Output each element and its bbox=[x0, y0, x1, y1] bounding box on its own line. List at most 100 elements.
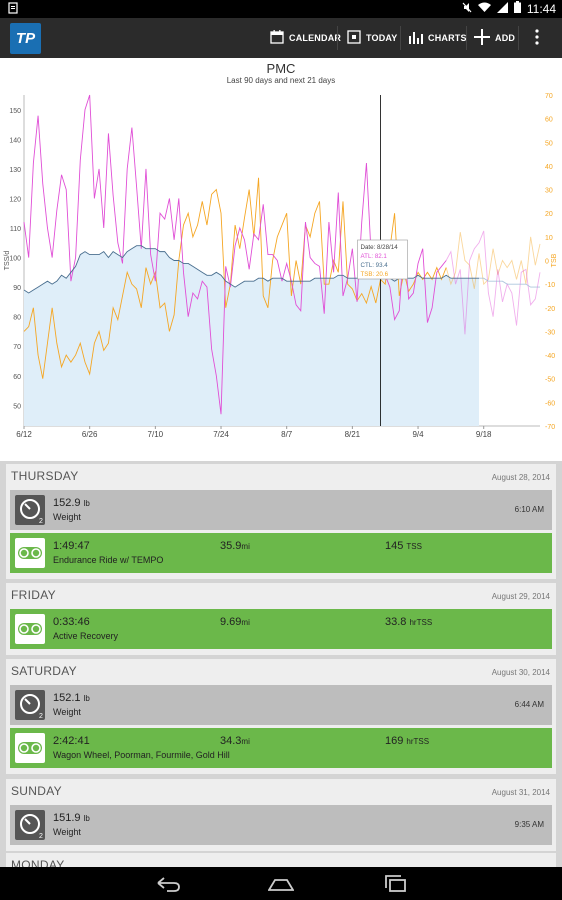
wifi-icon bbox=[477, 2, 491, 16]
y-left-tick-label: 120 bbox=[9, 196, 21, 203]
distance-unit: mi bbox=[241, 542, 250, 551]
overflow-menu-button[interactable] bbox=[535, 18, 539, 58]
day-header[interactable]: SUNDAY August 31, 2014 bbox=[6, 779, 556, 805]
divider bbox=[466, 26, 467, 50]
metric-item[interactable]: 2 151.9 lb Weight 9:35 AM bbox=[10, 805, 552, 845]
more-vert-icon bbox=[535, 29, 539, 47]
y-left-tick-label: 130 bbox=[9, 167, 21, 174]
tss-unit: hrTSS bbox=[409, 618, 433, 627]
chart-tooltip: Date: 8/28/14 ATL: 82.1 CTL: 93.4 TSB: 20.6 bbox=[357, 239, 408, 280]
metric-value: 152.1 bbox=[53, 692, 81, 704]
y-right-axis-title: TSB bbox=[551, 253, 558, 267]
bike-icon bbox=[15, 538, 45, 568]
x-tick-label: 9/18 bbox=[476, 430, 492, 439]
day-header[interactable]: FRIDAY August 29, 2014 bbox=[6, 583, 556, 609]
workout-list[interactable]: THURSDAY August 28, 2014 2 152.9 lb Weigh… bbox=[0, 461, 562, 867]
y-right-tick-label: 30 bbox=[545, 188, 553, 195]
scale-icon: 2 bbox=[15, 810, 45, 840]
bar-chart-icon bbox=[408, 30, 423, 46]
mute-icon bbox=[462, 2, 472, 16]
day-name: THURSDAY bbox=[11, 469, 79, 483]
app-logo[interactable]: TP bbox=[10, 23, 41, 54]
x-tick-label: 7/24 bbox=[213, 430, 229, 439]
metric-time: 6:10 AM bbox=[514, 505, 544, 514]
day-section: FRIDAY August 29, 2014 0:33:46 9.69mi 33.… bbox=[6, 583, 556, 655]
day-section: SATURDAY August 30, 2014 2 152.1 lb Weigh… bbox=[6, 659, 556, 774]
recents-icon bbox=[385, 875, 406, 892]
metric-item[interactable]: 2 152.9 lb Weight 6:10 AM bbox=[10, 490, 552, 530]
workout-distance: 9.69 bbox=[220, 616, 242, 628]
y-right-tick-label: -50 bbox=[545, 377, 555, 384]
metric-unit: lb bbox=[83, 499, 90, 508]
metric-time: 9:35 AM bbox=[514, 820, 544, 829]
metric-unit: lb bbox=[83, 814, 90, 823]
tss-unit: hrTSS bbox=[406, 737, 430, 746]
add-button[interactable]: ADD bbox=[474, 18, 515, 58]
day-section: THURSDAY August 28, 2014 2 152.9 lb Weigh… bbox=[6, 464, 556, 579]
metric-time: 6:44 AM bbox=[514, 700, 544, 709]
signal-icon bbox=[496, 1, 508, 16]
y-right-tick-label: -10 bbox=[545, 282, 555, 289]
ctl-line-projected bbox=[479, 277, 540, 288]
notification-icon bbox=[8, 2, 18, 17]
calendar-button[interactable]: CALENDAR bbox=[270, 18, 341, 58]
bike-icon bbox=[15, 614, 45, 644]
day-header[interactable]: THURSDAY August 28, 2014 bbox=[6, 464, 556, 490]
y-left-tick-label: 90 bbox=[13, 285, 21, 292]
y-right-tick-label: -30 bbox=[545, 329, 555, 336]
y-right-tick-label: 10 bbox=[545, 235, 553, 242]
workout-duration: 1:49:47 bbox=[53, 540, 90, 552]
pmc-chart-panel[interactable]: PMC Last 90 days and next 21 days 150 140… bbox=[0, 58, 562, 515]
workout-title: Endurance Ride w/ TEMPO bbox=[53, 555, 164, 565]
y-right-tick-label: 60 bbox=[545, 117, 553, 124]
svg-text:2: 2 bbox=[39, 518, 43, 525]
workout-item[interactable]: 0:33:46 9.69mi 33.8 hrTSS Active Recover… bbox=[10, 609, 552, 649]
workout-item[interactable]: 1:49:47 35.9mi 145 TSS Endurance Ride w/… bbox=[10, 533, 552, 573]
divider bbox=[518, 26, 519, 50]
home-button[interactable] bbox=[267, 874, 295, 894]
y-right-tick-label: 40 bbox=[545, 164, 553, 171]
workout-item[interactable]: 2:42:41 34.3mi 169 hrTSS Wagon Wheel, Po… bbox=[10, 728, 552, 768]
pmc-chart[interactable]: 1501401301201101009080706050706050403020… bbox=[0, 88, 562, 502]
today-button[interactable]: TODAY bbox=[347, 18, 398, 58]
metric-label: Weight bbox=[53, 707, 81, 717]
tsb-line-projected bbox=[445, 232, 541, 289]
workout-distance: 35.9 bbox=[220, 540, 242, 552]
action-bar: TP CALENDAR TODAY CHARTS ADD bbox=[0, 18, 562, 58]
day-section: MONDAY bbox=[6, 853, 556, 867]
chart-title: PMC bbox=[266, 61, 296, 76]
metric-value: 152.9 bbox=[53, 497, 81, 509]
y-right-tick-label: -70 bbox=[545, 424, 555, 431]
x-tick-label: 6/26 bbox=[82, 430, 98, 439]
y-right-tick-label: 0 bbox=[545, 259, 549, 266]
y-right-tick-label: -40 bbox=[545, 353, 555, 360]
scale-icon: 2 bbox=[15, 495, 45, 525]
x-tick-label: 8/7 bbox=[281, 430, 293, 439]
day-header[interactable]: SATURDAY August 30, 2014 bbox=[6, 659, 556, 685]
distance-unit: mi bbox=[241, 618, 250, 627]
divider bbox=[337, 26, 338, 50]
tsb-line bbox=[23, 177, 447, 379]
charts-button[interactable]: CHARTS bbox=[408, 18, 467, 58]
recents-button[interactable] bbox=[383, 874, 409, 894]
chart-subtitle: Last 90 days and next 21 days bbox=[226, 76, 336, 85]
metric-item[interactable]: 2 152.1 lb Weight 6:44 AM bbox=[10, 685, 552, 725]
y-left-tick-label: 70 bbox=[13, 344, 21, 351]
day-date: August 29, 2014 bbox=[491, 592, 550, 601]
day-header[interactable]: MONDAY bbox=[6, 853, 556, 867]
y-right-tick-label: 20 bbox=[545, 211, 553, 218]
distance-unit: mi bbox=[241, 737, 250, 746]
day-name: SATURDAY bbox=[11, 664, 77, 678]
add-label: ADD bbox=[495, 33, 516, 43]
tooltip-ctl: CTL: 93.4 bbox=[361, 262, 389, 269]
x-tick-label: 6/12 bbox=[16, 430, 32, 439]
metric-value: 151.9 bbox=[53, 812, 81, 824]
back-button[interactable] bbox=[155, 874, 181, 894]
workout-title: Active Recovery bbox=[53, 631, 119, 641]
tss-unit: TSS bbox=[406, 542, 422, 551]
back-icon bbox=[157, 877, 180, 892]
workout-tss: 169 bbox=[385, 735, 404, 747]
workout-duration: 0:33:46 bbox=[53, 616, 90, 628]
y-left-tick-label: 80 bbox=[13, 315, 21, 322]
charts-label: CHARTS bbox=[428, 33, 467, 43]
